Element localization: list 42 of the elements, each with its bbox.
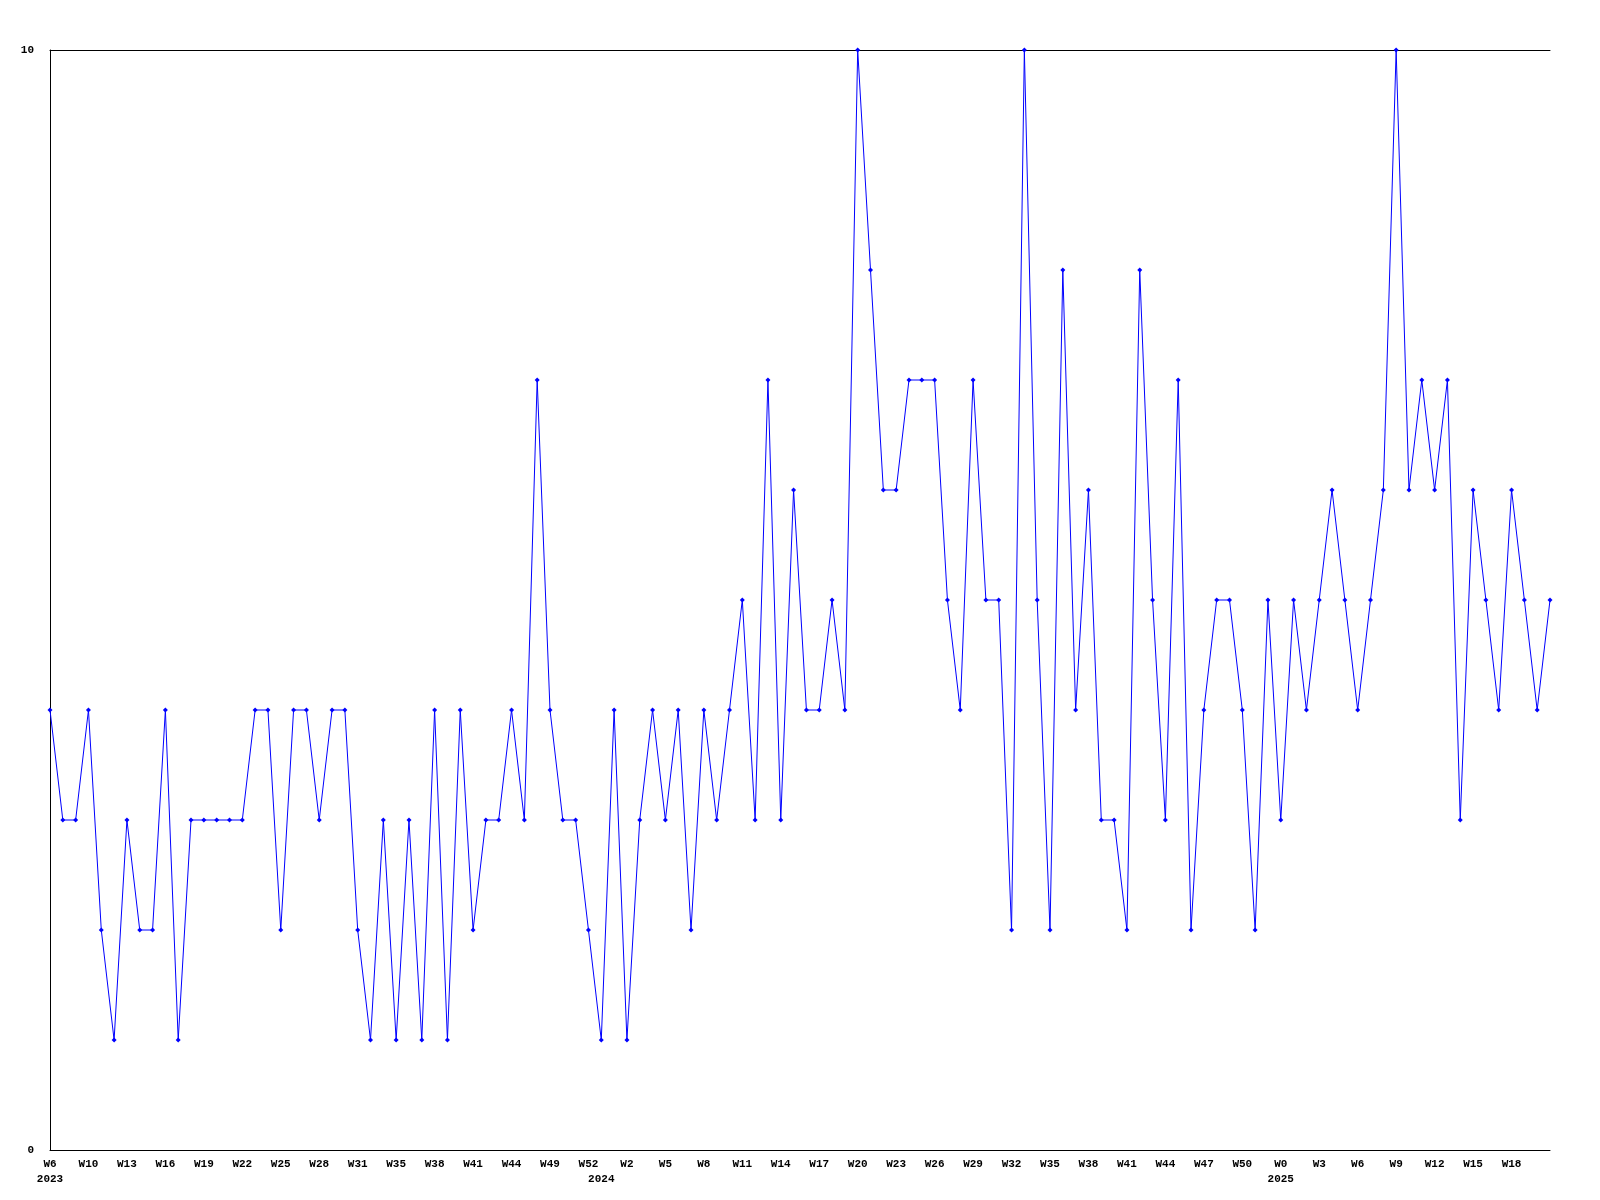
x-tick-label: W44 (501, 1157, 522, 1170)
x-tick-label: W28 (309, 1157, 330, 1170)
x-tick-label: W16 (155, 1157, 176, 1170)
x-tick-label: W9 (1389, 1157, 1403, 1170)
x-tick-label: W10 (78, 1157, 99, 1170)
x-tick-label: W38 (1078, 1157, 1099, 1170)
x-tick-label: W41 (1117, 1157, 1138, 1170)
x-tick-label: W17 (809, 1157, 830, 1170)
x-tick-label: W0 2025 (1267, 1157, 1295, 1185)
x-tick-label: W47 (1193, 1157, 1214, 1170)
x-tick-label: W35 (1040, 1157, 1061, 1170)
x-tick-label: W5 (658, 1157, 673, 1170)
x-tick-label: W49 (540, 1157, 560, 1170)
x-tick-label: W13 (117, 1157, 138, 1170)
x-tick-label: W12 (1424, 1157, 1445, 1170)
x-tick-label: W15 (1463, 1157, 1484, 1170)
x-tick-label: W26 (924, 1157, 945, 1170)
y-tick-label: 10 (20, 44, 34, 56)
x-tick-label: W25 (270, 1157, 292, 1170)
y-tick-label: 0 (27, 1144, 34, 1156)
x-tick-label: W52 (578, 1157, 599, 1170)
x-tick-label: W50 (1232, 1157, 1253, 1170)
x-tick-label: W6 2023 (36, 1157, 64, 1185)
x-tick-label: W32 (1001, 1157, 1022, 1170)
x-tick-label: W11 (732, 1157, 753, 1170)
x-tick-label: W31 (347, 1157, 368, 1170)
x-tick-label: W23 (886, 1157, 907, 1170)
x-tick-label: W18 (1501, 1157, 1522, 1170)
x-tick-label: W8 (697, 1157, 711, 1170)
x-tick-label: W22 (232, 1157, 253, 1170)
x-tick-label: W2 (620, 1157, 634, 1170)
x-tick-label: W35 (386, 1157, 407, 1170)
x-tick-label: W29 (963, 1157, 983, 1170)
x-tick-label: W38 (424, 1157, 445, 1170)
x-tick-label: W3 (1312, 1157, 1327, 1170)
x-tick-label: W14 (770, 1157, 792, 1170)
x-tick-label: W44 (1155, 1157, 1176, 1170)
x-tick-label: W6 (1351, 1157, 1365, 1170)
x-tick-label: W41 (463, 1157, 484, 1170)
x-tick-label: W19 (193, 1157, 214, 1170)
x-tick-label: W20 (847, 1157, 868, 1170)
x-tick-label: 2024 (588, 1172, 615, 1185)
